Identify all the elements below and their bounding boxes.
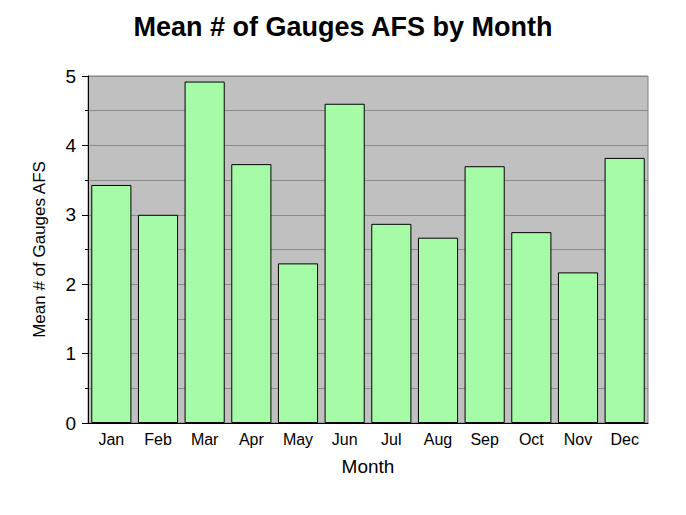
svg-text:Mean # of Gauges AFS: Mean # of Gauges AFS [30, 161, 49, 338]
svg-text:3: 3 [65, 204, 76, 225]
svg-text:0: 0 [65, 413, 76, 434]
svg-text:4: 4 [65, 135, 76, 156]
svg-text:Nov: Nov [564, 431, 592, 448]
svg-text:Jan: Jan [98, 431, 124, 448]
svg-text:Mean # of Gauges AFS by Month: Mean # of Gauges AFS by Month [133, 12, 552, 42]
svg-text:2: 2 [65, 274, 76, 295]
svg-text:Dec: Dec [610, 431, 638, 448]
svg-text:May: May [283, 431, 313, 448]
svg-text:Jun: Jun [332, 431, 358, 448]
svg-text:Mar: Mar [191, 431, 219, 448]
svg-text:Apr: Apr [239, 431, 265, 448]
svg-text:5: 5 [65, 66, 76, 87]
svg-text:Month: Month [342, 456, 395, 477]
svg-text:Jul: Jul [381, 431, 401, 448]
svg-text:Sep: Sep [470, 431, 499, 448]
svg-text:Oct: Oct [519, 431, 544, 448]
svg-text:Feb: Feb [144, 431, 172, 448]
svg-text:1: 1 [65, 343, 76, 364]
svg-text:Aug: Aug [424, 431, 452, 448]
